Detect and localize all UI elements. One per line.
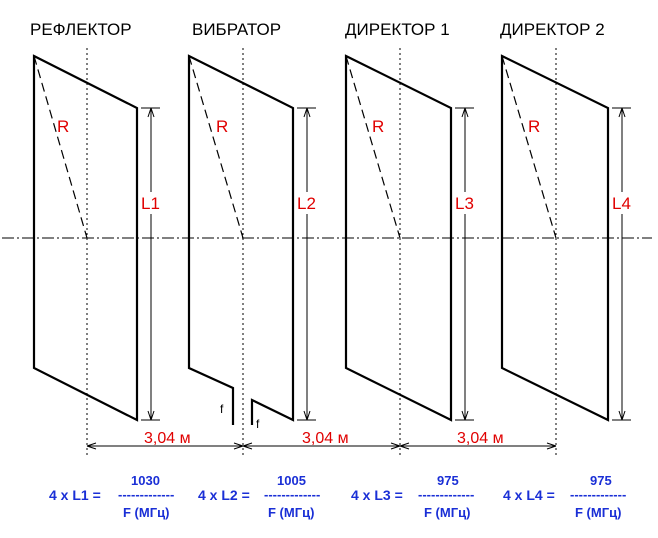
formula-1: 4 x L1 = 1030 ------------- F (МГц) (49, 473, 174, 520)
radius-label: R (372, 117, 384, 136)
spacing-label-3: 3,04 м (457, 430, 504, 447)
length-label: L3 (455, 194, 474, 213)
arrowhead-top (303, 107, 311, 118)
director-1-element: ДИРЕКТОР 1 R L3 (344, 20, 478, 455)
radius-line (188, 55, 244, 239)
formula-fraction-bar: ------------- (418, 487, 474, 502)
plate-outline (32, 54, 139, 422)
arrowhead-bottom (461, 410, 469, 421)
formula-numerator: 975 (437, 473, 459, 488)
formula-numerator: 1005 (277, 473, 306, 488)
formula-4: 4 x L4 = 975 ------------- F (МГц) (503, 473, 626, 520)
formula-numerator: 975 (590, 473, 612, 488)
plate-outline (344, 54, 453, 422)
spacing-dimension: 3,04 м 3,04 м 3,04 м (86, 430, 557, 450)
formula-lhs: 4 x L3 = (351, 487, 403, 503)
formula-fraction-bar: ------------- (118, 487, 174, 502)
plate-outline-left (187, 54, 295, 425)
formula-lhs: 4 x L2 = (198, 487, 250, 503)
radius-line (345, 55, 401, 239)
arrowhead-bottom (147, 410, 155, 421)
radius-label: R (57, 117, 69, 136)
formula-denominator: F (МГц) (575, 505, 621, 520)
element-title: ДИРЕКТОР 2 (500, 20, 605, 39)
director-2-element: ДИРЕКТОР 2 R L4 (500, 20, 635, 455)
arrowhead-top (147, 107, 155, 118)
formula-lhs: 4 x L1 = (49, 487, 101, 503)
formula-fraction-bar: ------------- (264, 487, 320, 502)
radius-label: R (216, 117, 228, 136)
spacing-arrows (86, 442, 557, 450)
element-title: РЕФЛЕКТОР (30, 20, 132, 39)
radius-label: R (528, 117, 540, 136)
arrowhead-top (461, 107, 469, 118)
arrowhead-bottom (618, 410, 626, 421)
reflector-element: РЕФЛЕКТОР R L1 (30, 20, 164, 455)
arrowhead-bottom (303, 410, 311, 421)
feed-label-left: f (220, 402, 224, 416)
spacing-label-2: 3,04 м (302, 430, 349, 447)
length-label: L4 (612, 194, 631, 213)
formula-denominator: F (МГц) (123, 505, 169, 520)
length-label: L1 (141, 194, 160, 213)
formula-2: 4 x L2 = 1005 ------------- F (МГц) (198, 473, 320, 520)
formula-denominator: F (МГц) (424, 505, 470, 520)
length-label: L2 (297, 194, 316, 213)
formula-lhs: 4 x L4 = (503, 487, 555, 503)
plate-outline (500, 54, 610, 422)
radius-line (501, 55, 557, 239)
arrowhead-top (618, 107, 626, 118)
vibrator-element: ВИБРАТОР R f f L2 (187, 20, 320, 455)
formula-denominator: F (МГц) (268, 505, 314, 520)
feed-label-right: f (256, 417, 260, 431)
radius-line (33, 55, 88, 239)
spacing-label-1: 3,04 м (144, 430, 191, 447)
element-title: ДИРЕКТОР 1 (345, 20, 450, 39)
formula-3: 4 x L3 = 975 ------------- F (МГц) (351, 473, 474, 520)
formula-fraction-bar: ------------- (570, 487, 626, 502)
element-title: ВИБРАТОР (192, 20, 281, 39)
formula-numerator: 1030 (131, 473, 160, 488)
